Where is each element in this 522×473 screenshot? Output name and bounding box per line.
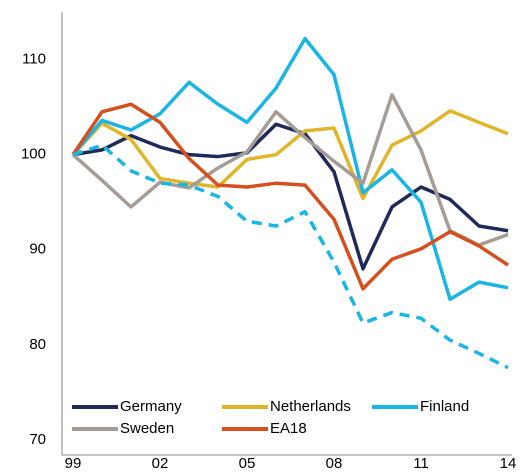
series-line: [71, 109, 509, 201]
y-tick-label: 70: [29, 431, 46, 448]
series-line: [71, 36, 509, 301]
x-tick-label: 99: [65, 455, 82, 472]
y-tick-label: 110: [22, 51, 46, 68]
series-line: [71, 102, 509, 291]
x-tick-label: 08: [326, 455, 343, 472]
x-tick-label: 14: [500, 455, 517, 472]
legend-label: EA18: [270, 420, 307, 437]
legend-label: Finland: [420, 398, 469, 415]
series-line: [71, 92, 509, 247]
y-tick-label: 100: [21, 146, 46, 163]
legend-label: Sweden: [120, 420, 174, 437]
x-tick-label: 05: [239, 455, 256, 472]
series-line: [72, 122, 509, 271]
y-tick-label: 80: [29, 336, 46, 353]
legend-label: Netherlands: [270, 398, 351, 415]
x-tick-label: 11: [413, 455, 429, 472]
legend-label: Germany: [120, 398, 182, 415]
y-tick-label: 90: [29, 241, 46, 258]
series-line: [72, 143, 509, 370]
x-tick-label: 02: [152, 455, 169, 472]
